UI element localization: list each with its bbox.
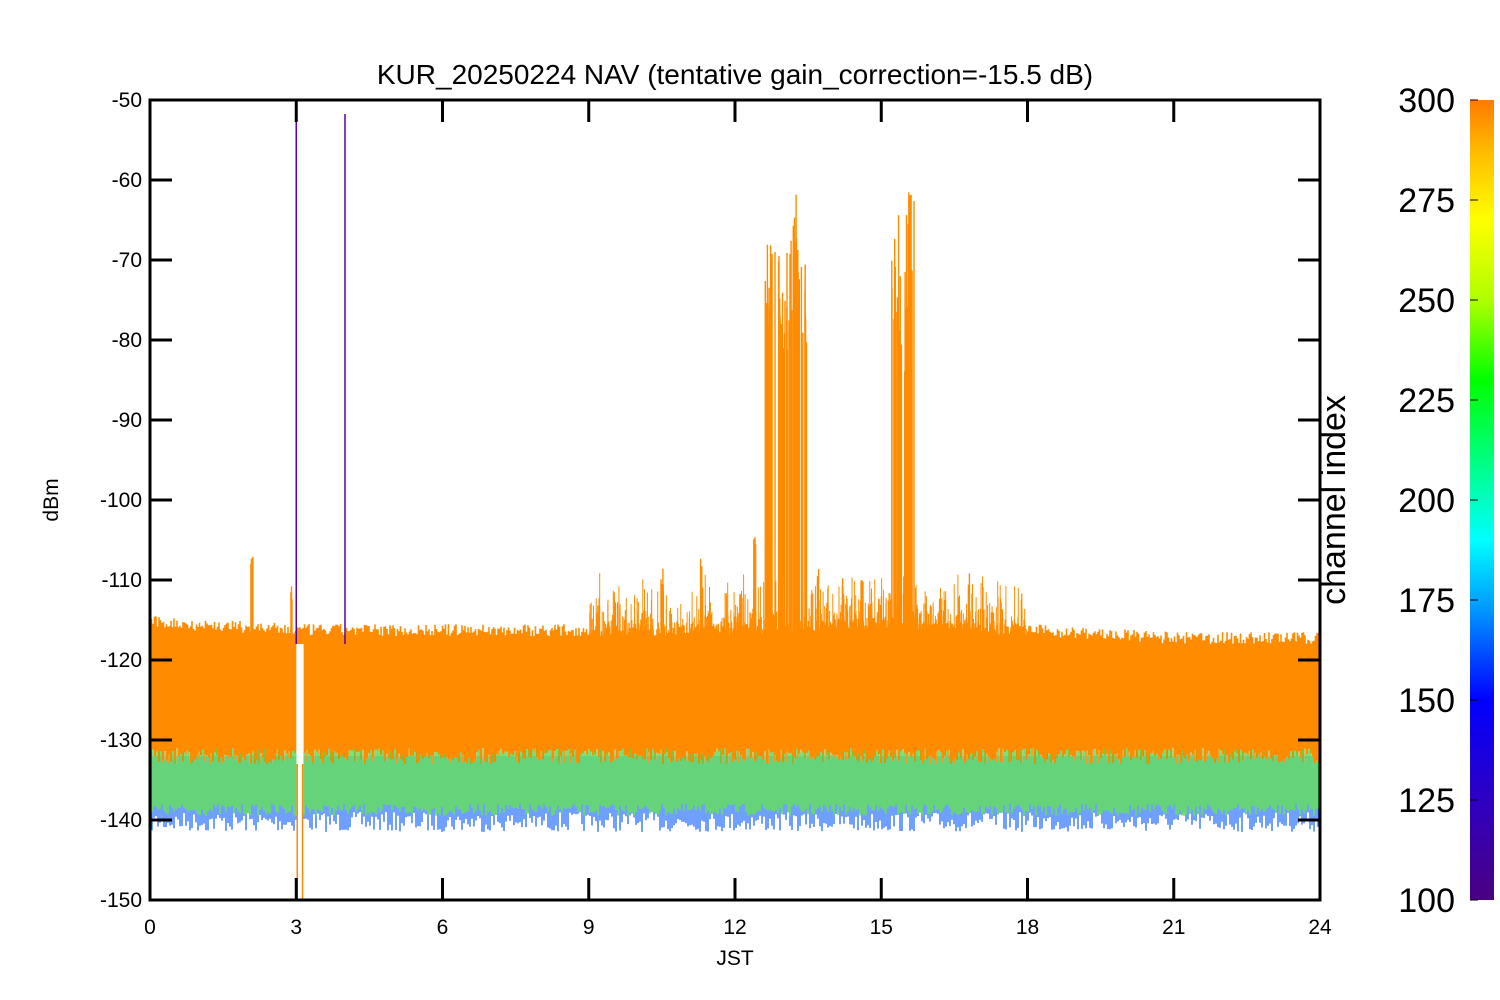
x-tick-label: 24 — [1308, 916, 1332, 939]
x-tick-label: 9 — [583, 916, 595, 939]
spike — [792, 194, 799, 633]
x-tick-label: 6 — [437, 916, 449, 939]
spike — [798, 264, 808, 633]
x-tick-label: 12 — [723, 916, 746, 939]
noise-band-main — [150, 616, 1320, 764]
y-axis-label: dBm — [40, 478, 63, 521]
x-axis-label: JST — [716, 947, 754, 970]
spike — [596, 605, 600, 636]
spike — [660, 568, 664, 636]
y-tick-label: -120 — [100, 649, 142, 672]
x-axis: 0 3 6 9 12 15 18 21 24 — [144, 100, 1332, 939]
y-tick-label: -50 — [112, 89, 142, 112]
data-gap — [296, 644, 304, 900]
spike — [250, 556, 254, 634]
y-tick-label: -70 — [112, 249, 142, 272]
colorbar-ticks: 100 125 150 175 200 225 250 275 300 — [1398, 82, 1478, 920]
spike — [967, 573, 971, 633]
colorbar-tick-label: 175 — [1398, 582, 1455, 620]
y-tick-label: -130 — [100, 729, 142, 752]
spike — [290, 586, 293, 636]
spike — [816, 569, 820, 632]
spike — [699, 558, 703, 636]
x-tick-label: 21 — [1162, 916, 1185, 939]
x-tick-label: 15 — [870, 916, 893, 939]
spike — [841, 578, 845, 631]
noise-tail-series-2 — [150, 748, 1320, 816]
colorbar-label: channel index — [1315, 395, 1353, 605]
y-tick-label: -60 — [112, 169, 142, 192]
x-tick-label: 3 — [290, 916, 302, 939]
chart-title: KUR_20250224 NAV (tentative gain_correct… — [377, 59, 1093, 90]
colorbar-tick-label: 100 — [1398, 882, 1455, 920]
y-tick-label: -110 — [102, 569, 142, 592]
y-tick-label: -150 — [100, 889, 142, 912]
spike — [764, 244, 773, 635]
colorbar-tick-label: 200 — [1398, 482, 1455, 520]
colorbar-tick-label: 150 — [1398, 682, 1455, 720]
x-tick-label: 18 — [1016, 916, 1039, 939]
plot-area — [150, 114, 1320, 900]
y-tick-label: -90 — [112, 409, 142, 432]
colorbar-tick-label: 250 — [1398, 282, 1455, 320]
x-tick-label: 0 — [144, 916, 156, 939]
colorbar-tick-label: 125 — [1398, 782, 1455, 820]
spike — [859, 580, 864, 630]
colorbar-tick-label: 300 — [1398, 82, 1455, 120]
y-axis: -50 -60 -70 -80 -90 -100 -110 -120 -130 -140 -150 — [100, 89, 1320, 912]
spike — [783, 240, 793, 634]
y-tick-label: -80 — [112, 329, 142, 352]
y-tick-label: -140 — [100, 809, 142, 832]
colorbar-tick-label: 225 — [1398, 382, 1455, 420]
spike — [891, 215, 900, 629]
colorbar-tick-label: 275 — [1398, 182, 1455, 220]
spike — [938, 598, 942, 632]
spike — [905, 192, 915, 630]
spike — [753, 537, 757, 635]
y-tick-label: -100 — [100, 489, 142, 512]
